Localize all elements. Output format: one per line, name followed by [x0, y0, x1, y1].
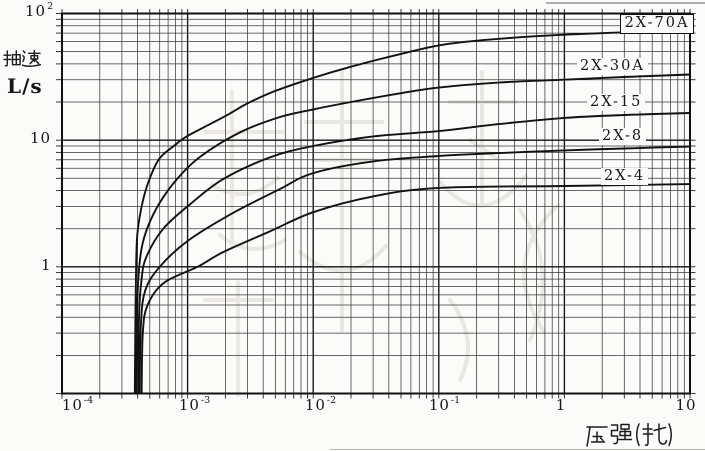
y-tick-100: 102	[25, 1, 54, 20]
plot-border	[61, 12, 691, 395]
x-axis-title-glyphs	[586, 422, 672, 447]
y-tick-10: 10	[30, 129, 52, 147]
x-tick-1e-3: 10-3	[178, 395, 211, 414]
y-axis-unit: L/s	[7, 74, 43, 98]
curve-2x-15	[137, 112, 690, 394]
curve-label-2x-4: 2X-4	[601, 168, 649, 185]
x-tick-1: 1	[555, 396, 567, 414]
watermark	[203, 70, 560, 397]
data-curves	[133, 29, 690, 394]
x-tick-1e-4: 10-4	[61, 395, 94, 414]
curve-label-2x-30a: 2X-30A	[577, 58, 648, 75]
curve-2x-4	[140, 183, 690, 394]
curve-label-2x-70a: 2X-70A	[620, 14, 694, 34]
x-tick-1e-2: 10-2	[304, 395, 337, 414]
curve-label-2x-15: 2X-15	[587, 94, 646, 111]
curve-2x-8	[138, 145, 690, 394]
curve-2x-70a	[133, 29, 690, 394]
y-axis-title-glyphs	[3, 49, 42, 67]
y-axis-title-chinese	[3, 49, 42, 72]
curve-2x-30a	[135, 73, 690, 394]
x-tick-1e-1: 10-1	[428, 395, 461, 414]
x-axis-title	[581, 421, 683, 451]
grid-lines	[61, 12, 691, 395]
y-tick-1: 1	[41, 256, 52, 274]
curve-label-2x-8: 2X-8	[599, 128, 647, 145]
x-tick-10: 10	[675, 396, 697, 414]
